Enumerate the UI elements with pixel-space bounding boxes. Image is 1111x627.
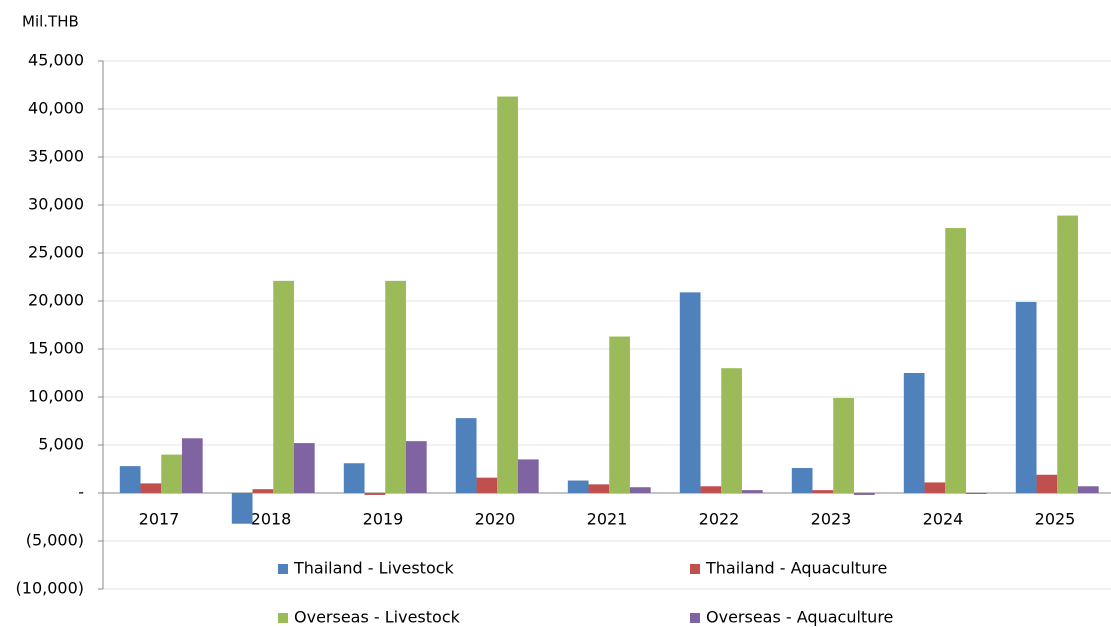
- bar: [965, 493, 987, 494]
- bar: [455, 418, 477, 493]
- bar: [231, 493, 253, 524]
- bar: [140, 483, 162, 493]
- legend-swatch: [278, 613, 288, 623]
- x-tick-label: 2023: [811, 510, 852, 529]
- x-tick-label: 2019: [363, 510, 404, 529]
- x-tick-label: 2025: [1035, 510, 1076, 529]
- bar: [517, 459, 539, 493]
- y-tick-label: 25,000: [28, 243, 84, 262]
- y-axis-label: Mil.THB: [22, 13, 79, 31]
- bar: [497, 96, 518, 494]
- bar: [1015, 301, 1037, 493]
- bar: [833, 397, 854, 493]
- legend-label: Overseas - Livestock: [294, 608, 461, 627]
- x-tick-label: 2020: [475, 510, 516, 529]
- y-tick-label: 45,000: [28, 51, 84, 70]
- bar: [161, 454, 182, 493]
- bar: [181, 438, 203, 493]
- bar: [741, 490, 763, 493]
- bar: [405, 441, 427, 493]
- bar: [343, 463, 365, 493]
- bar: [812, 490, 834, 493]
- bar: [293, 443, 315, 493]
- bar: [567, 480, 589, 493]
- x-tick-label: 2017: [139, 510, 180, 529]
- y-tick-label: (10,000): [16, 579, 84, 598]
- bar: [1077, 486, 1099, 493]
- bar: [609, 336, 630, 493]
- y-tick-label: (5,000): [26, 531, 84, 550]
- bar: [679, 292, 701, 493]
- bar: [853, 493, 875, 495]
- bar: [791, 468, 813, 493]
- x-tick-label: 2024: [923, 510, 964, 529]
- x-tick-label: 2021: [587, 510, 628, 529]
- bar: [273, 280, 294, 493]
- legend-swatch: [690, 564, 700, 574]
- bar: [721, 368, 742, 493]
- bar: [945, 228, 966, 494]
- bar: [1057, 215, 1078, 493]
- legend-swatch: [278, 564, 288, 574]
- x-tick-label: 2022: [699, 510, 740, 529]
- y-tick-label: 5,000: [38, 435, 84, 454]
- bar: [629, 487, 651, 493]
- legend-swatch: [690, 613, 700, 623]
- bar: [385, 280, 406, 493]
- legend-label: Thailand - Aquaculture: [705, 559, 887, 578]
- y-tick-label: 10,000: [28, 387, 84, 406]
- bar: [588, 484, 610, 493]
- bar: [476, 477, 498, 493]
- bar: [119, 466, 141, 493]
- y-tick-label: 35,000: [28, 147, 84, 166]
- bar: [924, 482, 946, 493]
- bar: [364, 493, 386, 495]
- legend-label: Overseas - Aquaculture: [706, 608, 893, 627]
- y-tick-label: 20,000: [28, 291, 84, 310]
- y-tick-label: 40,000: [28, 99, 84, 118]
- legend-label: Thailand - Livestock: [293, 559, 455, 578]
- bar: [252, 489, 274, 493]
- y-tick-label: 15,000: [28, 339, 84, 358]
- y-tick-label: -: [78, 483, 84, 502]
- bar: [700, 486, 722, 493]
- bar: [1036, 474, 1058, 493]
- bar: [903, 373, 925, 493]
- y-tick-label: 30,000: [28, 195, 84, 214]
- x-tick-label: 2018: [251, 510, 292, 529]
